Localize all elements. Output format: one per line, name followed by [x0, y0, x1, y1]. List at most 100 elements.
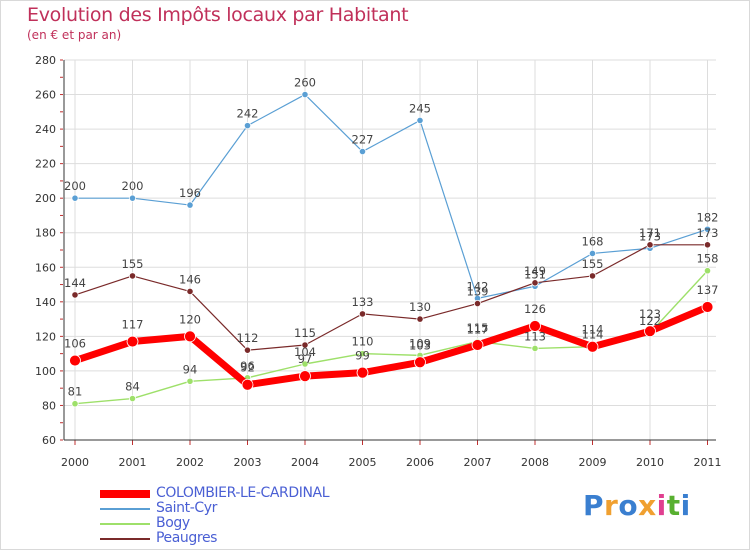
y-tick-label: 80 — [42, 399, 56, 412]
y-tick-label: 100 — [35, 365, 56, 378]
legend-swatch-peaugres — [100, 538, 150, 540]
y-tick-label: 260 — [35, 89, 56, 102]
data-label-bogy: 158 — [697, 252, 719, 266]
point-peaugres — [71, 291, 79, 299]
legend-item-peaugres: Peaugres — [100, 530, 400, 547]
point-peaugres — [186, 287, 194, 296]
legend-swatch-colombier — [100, 490, 150, 498]
point-bogy — [71, 400, 79, 408]
chart-title: Evolution des Impôts locaux par Habitant — [27, 4, 409, 26]
logo-letter: i — [656, 489, 667, 522]
data-label-peaugres: 149 — [524, 264, 546, 278]
y-tick-label: 280 — [35, 54, 56, 67]
data-label-peaugres: 144 — [64, 276, 86, 290]
logo-letter: r — [604, 489, 619, 522]
data-label-peaugres: 173 — [697, 226, 719, 240]
x-tick-label: 2005 — [349, 456, 377, 469]
x-tick-label: 2004 — [291, 456, 319, 469]
point-colombier-le-cardinal — [184, 330, 196, 343]
x-tick-label: 2010 — [636, 456, 664, 469]
data-label-colombier-le-cardinal: 123 — [639, 307, 661, 321]
point-bogy — [531, 344, 539, 353]
point-colombier-le-cardinal — [299, 370, 311, 382]
point-bogy — [128, 394, 137, 403]
point-colombier-le-cardinal — [529, 320, 541, 332]
data-label-saint-cyr: 168 — [582, 234, 604, 248]
point-colombier-le-cardinal — [471, 339, 484, 351]
point-colombier-le-cardinal — [586, 340, 599, 353]
y-tick-label: 240 — [35, 123, 56, 136]
point-peaugres — [416, 315, 424, 323]
point-colombier-le-cardinal — [644, 325, 656, 338]
data-label-saint-cyr: 242 — [237, 107, 259, 121]
data-label-saint-cyr: 200 — [122, 179, 144, 193]
point-bogy — [186, 377, 194, 385]
data-label-saint-cyr: 200 — [64, 179, 86, 193]
data-label-bogy: 94 — [183, 362, 198, 376]
point-peaugres — [301, 341, 309, 349]
data-label-bogy: 122 — [639, 314, 661, 328]
x-tick-label: 2011 — [694, 456, 722, 469]
x-tick-label: 2009 — [579, 456, 607, 469]
point-peaugres — [473, 299, 482, 308]
data-label-colombier-le-cardinal: 103 — [409, 338, 431, 352]
point-saint-cyr — [186, 201, 194, 209]
point-peaugres — [128, 272, 137, 280]
point-colombier-le-cardinal — [241, 378, 254, 391]
legend-item-bogy: Bogy — [100, 515, 400, 532]
data-label-peaugres: 133 — [352, 295, 374, 309]
data-label-colombier-le-cardinal: 97 — [298, 352, 313, 366]
data-label-bogy: 96 — [240, 359, 255, 373]
point-peaugres — [243, 346, 252, 354]
point-bogy — [703, 267, 712, 275]
proxiti-logo: Proxiti — [583, 489, 691, 522]
data-label-colombier-le-cardinal: 106 — [64, 337, 86, 351]
legend-label-colombier: COLOMBIER-LE-CARDINAL — [156, 485, 330, 501]
point-saint-cyr — [358, 147, 367, 156]
y-tick-label: 120 — [35, 330, 56, 343]
point-peaugres — [531, 279, 539, 287]
y-tick-label: 220 — [35, 158, 56, 171]
x-tick-label: 2001 — [119, 456, 147, 469]
point-peaugres — [646, 241, 654, 249]
point-colombier-le-cardinal — [126, 335, 139, 348]
legend-label-bogy: Bogy — [156, 515, 190, 531]
series-line-peaugres — [74, 244, 709, 351]
point-peaugres — [703, 241, 712, 249]
legend-swatch-bogy — [100, 523, 150, 525]
data-label-colombier-le-cardinal: 126 — [524, 302, 546, 316]
logo-letter: o — [618, 489, 639, 522]
point-peaugres — [358, 310, 367, 318]
point-bogy — [301, 360, 309, 368]
y-tick-label: 60 — [42, 434, 56, 447]
data-label-bogy: 109 — [409, 336, 431, 350]
data-label-peaugres: 115 — [294, 326, 316, 340]
point-saint-cyr — [703, 225, 712, 233]
data-label-peaugres: 155 — [582, 257, 604, 271]
x-tick-label: 2006 — [406, 456, 434, 469]
legend-item-saint-cyr: Saint-Cyr — [100, 500, 400, 517]
point-bogy — [358, 350, 367, 358]
logo-letter: i — [680, 489, 691, 522]
data-label-peaugres: 112 — [237, 331, 259, 345]
data-label-peaugres: 146 — [179, 272, 201, 286]
data-label-bogy: 84 — [125, 380, 140, 394]
point-peaugres — [588, 272, 597, 280]
x-tick-label: 2000 — [61, 456, 89, 469]
series-line-saint-cyr — [74, 93, 709, 299]
chart-subtitle: (en € et par an) — [27, 28, 122, 42]
data-label-colombier-le-cardinal: 115 — [467, 321, 489, 335]
data-label-colombier-le-cardinal: 117 — [122, 318, 144, 332]
x-tick-label: 2002 — [176, 456, 204, 469]
data-label-saint-cyr: 227 — [352, 133, 374, 147]
point-saint-cyr — [301, 90, 309, 99]
point-saint-cyr — [416, 116, 424, 125]
data-label-peaugres: 171 — [639, 226, 661, 240]
data-label-peaugres: 130 — [409, 300, 431, 314]
legend-swatch-saint-cyr — [100, 508, 150, 510]
data-label-saint-cyr: 260 — [294, 76, 316, 90]
legend-label-saint-cyr: Saint-Cyr — [156, 500, 217, 516]
data-label-saint-cyr: 196 — [179, 186, 201, 200]
point-saint-cyr — [128, 194, 137, 202]
